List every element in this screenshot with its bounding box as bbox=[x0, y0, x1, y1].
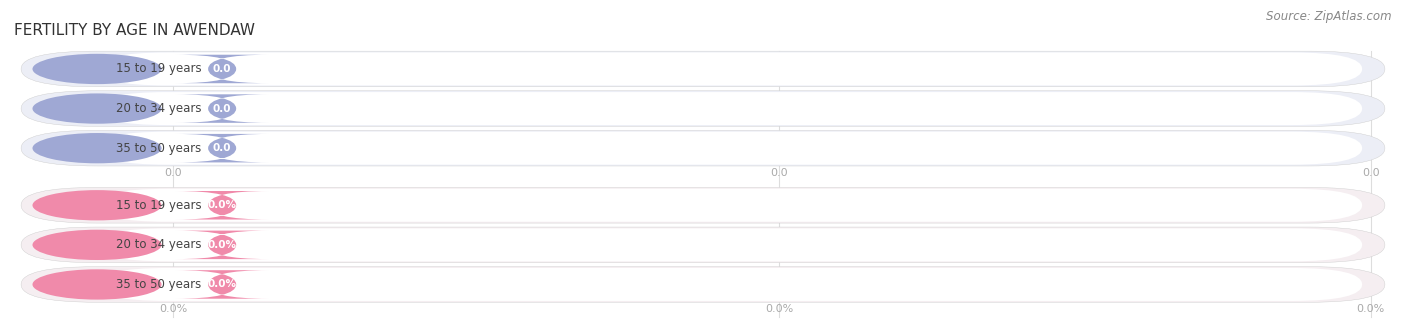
FancyBboxPatch shape bbox=[176, 231, 269, 259]
FancyBboxPatch shape bbox=[176, 270, 269, 299]
Text: 35 to 50 years: 35 to 50 years bbox=[117, 142, 201, 155]
FancyBboxPatch shape bbox=[97, 189, 1362, 222]
Text: 0.0%: 0.0% bbox=[208, 200, 236, 210]
FancyBboxPatch shape bbox=[97, 132, 1362, 165]
Text: 0.0: 0.0 bbox=[212, 143, 232, 153]
FancyBboxPatch shape bbox=[176, 134, 269, 162]
Text: 15 to 19 years: 15 to 19 years bbox=[117, 62, 202, 76]
FancyBboxPatch shape bbox=[21, 91, 1385, 126]
FancyBboxPatch shape bbox=[176, 55, 269, 83]
Text: 0.0%: 0.0% bbox=[765, 304, 793, 314]
Text: 0.0%: 0.0% bbox=[1357, 304, 1385, 314]
FancyBboxPatch shape bbox=[97, 268, 1362, 301]
FancyBboxPatch shape bbox=[97, 52, 1362, 85]
Text: Source: ZipAtlas.com: Source: ZipAtlas.com bbox=[1267, 10, 1392, 23]
Circle shape bbox=[32, 93, 162, 124]
Circle shape bbox=[32, 54, 162, 84]
Text: 0.0%: 0.0% bbox=[159, 304, 187, 314]
Text: 0.0: 0.0 bbox=[212, 64, 232, 74]
FancyBboxPatch shape bbox=[21, 130, 1385, 166]
Text: FERTILITY BY AGE IN AWENDAW: FERTILITY BY AGE IN AWENDAW bbox=[14, 23, 254, 38]
Text: 0.0%: 0.0% bbox=[208, 280, 236, 289]
Text: 0.0: 0.0 bbox=[212, 104, 232, 114]
FancyBboxPatch shape bbox=[21, 51, 1385, 87]
Text: 15 to 19 years: 15 to 19 years bbox=[117, 199, 202, 212]
Text: 20 to 34 years: 20 to 34 years bbox=[117, 238, 202, 251]
FancyBboxPatch shape bbox=[176, 191, 269, 219]
FancyBboxPatch shape bbox=[97, 228, 1362, 261]
Text: 0.0: 0.0 bbox=[1362, 168, 1379, 178]
Text: 35 to 50 years: 35 to 50 years bbox=[117, 278, 201, 291]
FancyBboxPatch shape bbox=[97, 92, 1362, 125]
FancyBboxPatch shape bbox=[176, 94, 269, 123]
Text: 0.0: 0.0 bbox=[770, 168, 787, 178]
FancyBboxPatch shape bbox=[21, 187, 1385, 223]
Text: 20 to 34 years: 20 to 34 years bbox=[117, 102, 202, 115]
FancyBboxPatch shape bbox=[21, 267, 1385, 302]
Circle shape bbox=[32, 133, 162, 163]
Circle shape bbox=[32, 269, 162, 300]
Text: 0.0%: 0.0% bbox=[208, 240, 236, 250]
FancyBboxPatch shape bbox=[21, 227, 1385, 263]
Circle shape bbox=[32, 230, 162, 260]
Text: 0.0: 0.0 bbox=[165, 168, 181, 178]
Circle shape bbox=[32, 190, 162, 220]
